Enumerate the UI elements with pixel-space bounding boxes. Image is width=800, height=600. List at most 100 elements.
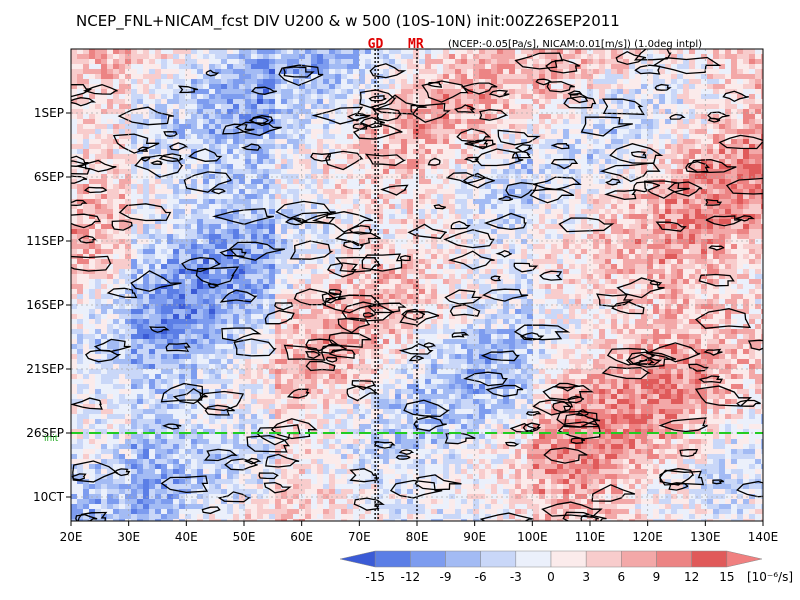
- field-cell: [557, 99, 564, 105]
- field-cell: [203, 184, 210, 190]
- field-cell: [371, 209, 378, 215]
- field-cell: [611, 234, 618, 240]
- field-cell: [653, 189, 660, 195]
- field-cell: [191, 194, 198, 200]
- field-cell: [101, 259, 108, 265]
- field-cell: [77, 104, 84, 110]
- field-cell: [527, 194, 534, 200]
- field-cell: [671, 139, 678, 145]
- field-cell: [629, 224, 636, 230]
- field-cell: [317, 84, 324, 90]
- field-cell: [563, 194, 570, 200]
- field-cell: [401, 124, 408, 130]
- field-cell: [299, 89, 306, 95]
- field-cell: [497, 199, 504, 205]
- field-cell: [119, 179, 126, 185]
- field-cell: [83, 59, 90, 65]
- field-cell: [605, 59, 612, 65]
- field-cell: [215, 149, 222, 155]
- field-cell: [611, 199, 618, 205]
- field-cell: [95, 224, 102, 230]
- field-cell: [533, 254, 540, 260]
- field-cell: [629, 189, 636, 195]
- field-cell: [665, 259, 672, 265]
- field-cell: [299, 194, 306, 200]
- field-cell: [221, 169, 228, 175]
- field-cell: [101, 134, 108, 140]
- field-cell: [335, 89, 342, 95]
- field-cell: [755, 84, 762, 90]
- field-cell: [449, 254, 456, 260]
- field-cell: [677, 64, 684, 70]
- field-cell: [629, 144, 636, 150]
- field-cell: [425, 229, 432, 235]
- field-cell: [155, 54, 162, 60]
- field-cell: [443, 249, 450, 255]
- field-cell: [407, 119, 414, 125]
- field-cell: [491, 49, 498, 55]
- field-cell: [197, 179, 204, 185]
- field-cell: [719, 59, 726, 65]
- field-cell: [563, 169, 570, 175]
- field-cell: [401, 214, 408, 220]
- field-cell: [131, 69, 138, 75]
- field-cell: [215, 179, 222, 185]
- field-cell: [239, 124, 246, 130]
- field-cell: [473, 54, 480, 60]
- field-cell: [683, 229, 690, 235]
- field-cell: [449, 114, 456, 120]
- field-cell: [539, 254, 546, 260]
- field-cell: [341, 114, 348, 120]
- field-cell: [575, 199, 582, 205]
- field-cell: [251, 249, 258, 255]
- field-cell: [545, 64, 552, 70]
- field-cell: [719, 129, 726, 135]
- field-cell: [569, 244, 576, 250]
- field-cell: [347, 99, 354, 105]
- field-cell: [707, 249, 714, 255]
- field-cell: [281, 244, 288, 250]
- field-cell: [389, 89, 396, 95]
- field-cell: [347, 174, 354, 180]
- field-cell: [509, 219, 516, 225]
- field-cell: [437, 179, 444, 185]
- field-cell: [101, 169, 108, 175]
- field-cell: [227, 219, 234, 225]
- field-cell: [365, 109, 372, 115]
- field-cell: [443, 159, 450, 165]
- field-cell: [635, 94, 642, 100]
- field-cell: [215, 249, 222, 255]
- field-cell: [449, 139, 456, 145]
- field-cell: [143, 159, 150, 165]
- field-cell: [161, 209, 168, 215]
- field-cell: [413, 154, 420, 160]
- field-cell: [281, 204, 288, 210]
- field-cell: [161, 199, 168, 205]
- field-cell: [167, 174, 174, 180]
- field-cell: [503, 139, 510, 145]
- field-cell: [203, 209, 210, 215]
- field-cell: [353, 119, 360, 125]
- field-cell: [755, 99, 762, 105]
- field-cell: [263, 169, 270, 175]
- field-cell: [305, 244, 312, 250]
- field-cell: [581, 109, 588, 115]
- field-cell: [683, 74, 690, 80]
- field-cell: [665, 249, 672, 255]
- field-cell: [281, 124, 288, 130]
- field-cell: [77, 94, 84, 100]
- field-cell: [563, 159, 570, 165]
- field-cell: [185, 109, 192, 115]
- field-cell: [581, 144, 588, 150]
- field-cell: [353, 94, 360, 100]
- field-cell: [245, 149, 252, 155]
- field-cell: [509, 169, 516, 175]
- field-cell: [629, 249, 636, 255]
- field-cell: [509, 209, 516, 215]
- field-cell: [629, 109, 636, 115]
- field-cell: [83, 199, 90, 205]
- field-cell: [689, 49, 696, 55]
- field-cell: [623, 229, 630, 235]
- field-cell: [305, 59, 312, 65]
- field-cell: [251, 129, 258, 135]
